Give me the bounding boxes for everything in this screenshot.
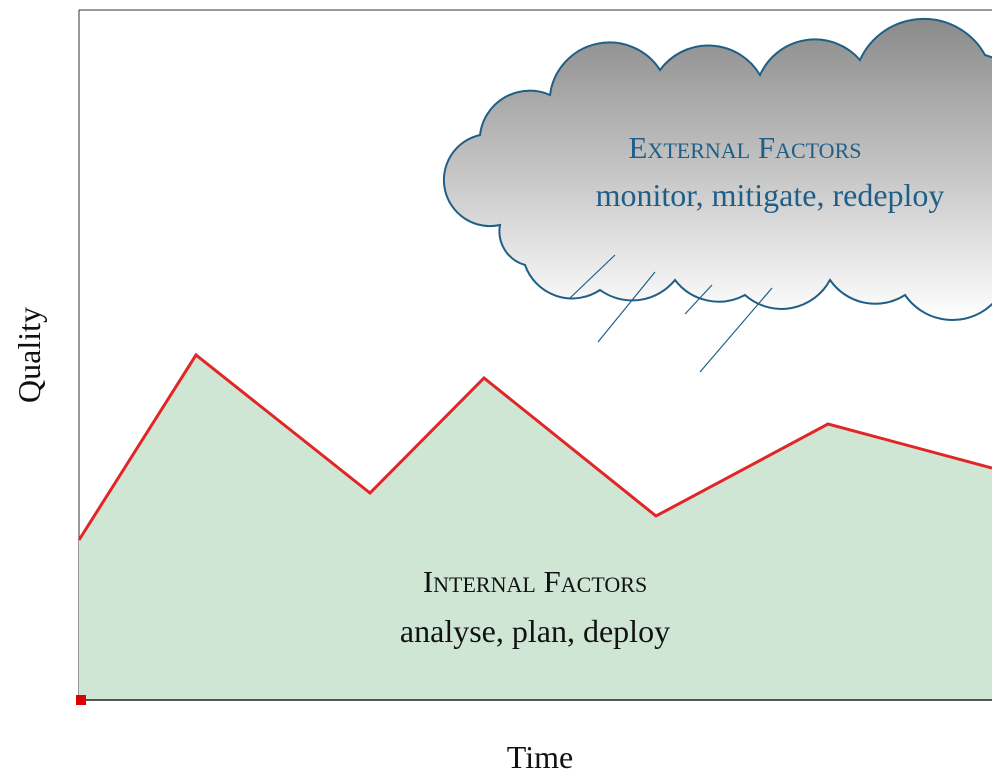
page: {"axes": {"y_label": "Quality", "x_label… (0, 0, 992, 776)
external-subtitle: monitor, mitigate, redeploy (596, 177, 945, 213)
diagram: External Factors monitor, mitigate, rede… (0, 0, 992, 776)
external-title: External Factors (629, 130, 862, 165)
internal-title: Internal Factors (423, 564, 647, 599)
internal-subtitle: analyse, plan, deploy (400, 613, 670, 649)
y-axis-label: Quality (11, 307, 47, 403)
x-axis-label: Time (507, 739, 573, 775)
origin-marker (76, 695, 86, 705)
cloud (444, 19, 992, 320)
